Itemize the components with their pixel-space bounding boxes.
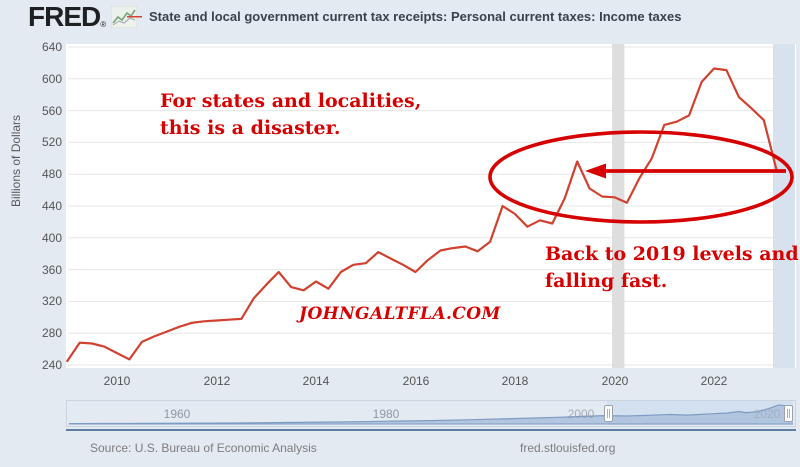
annotation-2019-line1: Back to 2019 levels and [545, 243, 799, 265]
date-range-slider[interactable]: 1960 1980 2000 2020 [66, 400, 796, 427]
annotation-arrow-head [585, 163, 606, 179]
data-line [66, 67, 778, 363]
y-tick-label: 320 [41, 294, 62, 308]
annotation-disaster-line2: this is a disaster. [160, 117, 341, 139]
slider-decade-label: 1960 [163, 407, 191, 421]
slider-decade-label: 2000 [567, 407, 595, 421]
x-tick-label: 2022 [700, 374, 728, 388]
fred-sparkline-icon [111, 6, 138, 28]
y-tick-label: 280 [41, 326, 62, 340]
y-tick-label: 240 [41, 358, 62, 372]
legend-line-marker: — [127, 8, 142, 25]
annotation-ellipse [488, 130, 794, 224]
y-tick-label: 480 [41, 167, 62, 181]
annotation-2019-line2: falling fast. [545, 270, 668, 292]
annotation-2019-note: Back to 2019 levels and falling fast. [545, 241, 799, 295]
fred-link[interactable]: fred.stlouisfed.org [520, 441, 616, 455]
x-tick-label: 2010 [103, 374, 131, 388]
series-title: State and local government current tax r… [149, 9, 682, 24]
y-tick-label: 440 [41, 199, 62, 213]
x-tick-label: 2014 [302, 374, 330, 388]
fred-logo-text: FRED [28, 1, 101, 32]
slider-handle-right[interactable] [784, 405, 793, 422]
annotation-disaster-line1: For states and localities, [160, 90, 422, 112]
right-edge-band [773, 44, 795, 368]
x-tick-label: 2012 [203, 374, 231, 388]
recession-band [612, 44, 625, 368]
y-tick-label: 560 [41, 104, 62, 118]
watermark-johngaltfla: JOHNGALTFLA.COM [299, 304, 501, 324]
slider-decade-label: 2020 [753, 407, 781, 421]
slider-handle-left[interactable] [604, 405, 613, 422]
y-tick-label: 400 [41, 231, 62, 245]
y-tick-label: 600 [41, 72, 62, 86]
y-tick-label: 520 [41, 135, 62, 149]
y-tick-label: 640 [41, 40, 62, 54]
footer-divider [66, 429, 796, 431]
registered-mark: ® [100, 20, 107, 29]
fred-logo[interactable]: FRED ® [28, 1, 138, 32]
y-tick-label: 360 [41, 263, 62, 277]
x-tick-label: 2016 [402, 374, 430, 388]
main-chart-plot[interactable] [0, 0, 800, 400]
annotation-disaster-note: For states and localities, this is a dis… [160, 88, 421, 142]
x-tick-label: 2018 [501, 374, 529, 388]
slider-area-line [68, 404, 794, 425]
x-tick-label: 2020 [601, 374, 629, 388]
series-legend: — State and local government current tax… [127, 9, 681, 24]
source-text: Source: U.S. Bureau of Economic Analysis [90, 441, 317, 455]
slider-decade-label: 1980 [372, 407, 400, 421]
